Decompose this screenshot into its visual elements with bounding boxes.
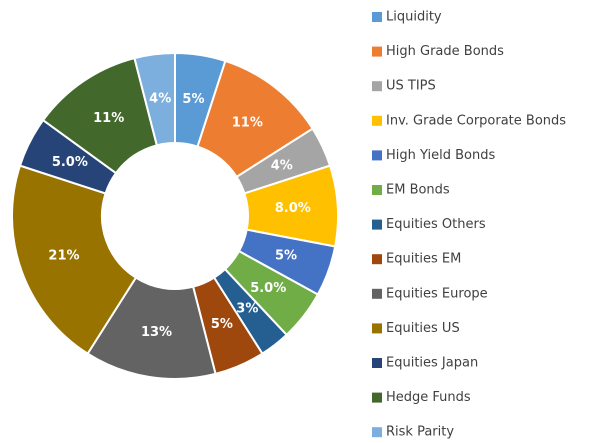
- slice-label: 5%: [275, 248, 297, 263]
- legend-label: High Yield Bonds: [386, 148, 495, 163]
- legend-swatch: [372, 46, 382, 57]
- legend-swatch: [372, 323, 382, 334]
- legend-label: Equities Japan: [386, 356, 478, 371]
- slice: [133, 51, 176, 147]
- legend-label: Hedge Funds: [386, 390, 471, 405]
- legend-label: Equities Europe: [386, 286, 488, 301]
- slice-label: 3%: [236, 302, 258, 317]
- legend-label: Equities US: [386, 321, 460, 336]
- slice-label: 4%: [149, 91, 171, 106]
- legend-label: Equities Others: [386, 217, 486, 232]
- slice-label: 21%: [48, 248, 79, 263]
- legend-swatch: [372, 427, 382, 438]
- slice: [11, 164, 138, 356]
- legend-swatch: [372, 150, 382, 161]
- slice-label: 11%: [93, 111, 124, 126]
- legend-swatch: [372, 254, 382, 265]
- legend-label: US TIPS: [386, 79, 436, 94]
- legend-swatch: [372, 12, 382, 22]
- legend-swatch: [372, 219, 382, 230]
- slice-label: 11%: [232, 115, 263, 130]
- slice-label: 8.0%: [275, 201, 311, 216]
- legend-swatch: [372, 288, 382, 299]
- slice-label: 5.0%: [250, 281, 286, 296]
- legend-label: High Grade Bonds: [386, 44, 504, 59]
- legend-label: EM Bonds: [386, 183, 450, 198]
- legend-label: Equities EM: [386, 252, 461, 267]
- slice-label: 13%: [141, 325, 172, 340]
- slice-label: 5.0%: [52, 155, 88, 170]
- legend-label: Liquidity: [386, 10, 442, 25]
- legend-label: Inv. Grade Corporate Bonds: [386, 113, 566, 128]
- legend-swatch: [372, 358, 382, 368]
- legend-swatch: [372, 185, 382, 195]
- legend-label: Risk Parity: [386, 425, 454, 440]
- legend-swatch: [372, 392, 382, 403]
- legend-swatch: [372, 81, 382, 92]
- slice-label: 5%: [182, 92, 204, 107]
- slice-label: 5%: [211, 317, 233, 332]
- legend-swatch: [372, 115, 382, 126]
- slice-label: 4%: [271, 158, 293, 173]
